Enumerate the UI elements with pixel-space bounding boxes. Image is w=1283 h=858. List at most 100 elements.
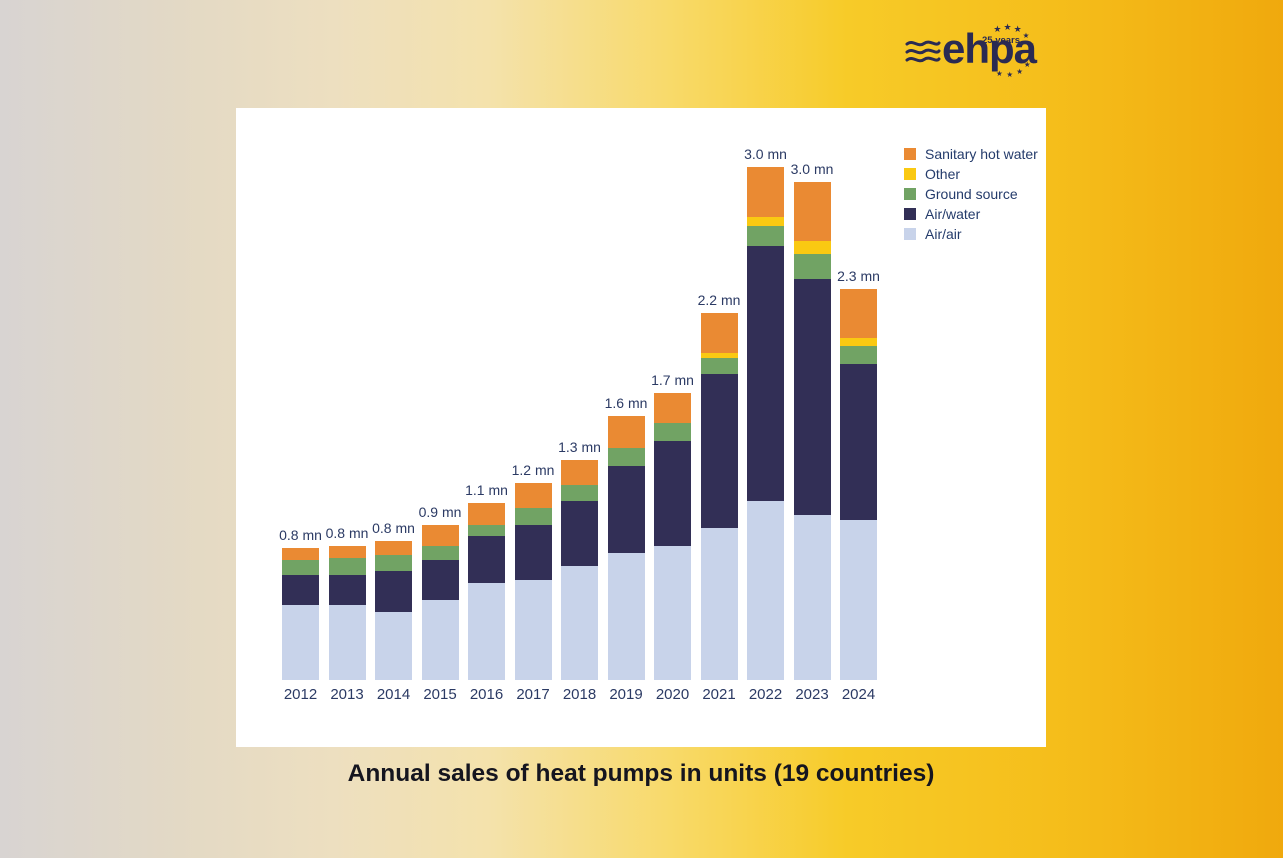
legend-swatch-icon: [904, 188, 916, 200]
bar-segment: [840, 337, 877, 346]
bar-segment: [421, 546, 459, 560]
bar-segment: [375, 571, 412, 612]
bar-total-label: 2.2 mn: [697, 291, 741, 308]
bar-segment: [514, 524, 552, 580]
eu-star-icon: ★: [996, 68, 1003, 78]
legend-swatch-icon: [904, 148, 916, 160]
bar-segment: [654, 546, 691, 680]
bar-segment: [793, 240, 831, 255]
bar-segment: [375, 611, 412, 680]
eu-star-icon: ★: [1027, 40, 1035, 50]
legend-label: Sanitary hot water: [925, 146, 1038, 162]
bar-total-label: 0.8 mn: [279, 527, 322, 544]
bar-segment: [421, 559, 459, 600]
bar-total-label: 0.9 mn: [418, 503, 462, 520]
bar-segment: [282, 604, 319, 680]
legend-item: Other: [904, 164, 1038, 184]
bar-segment: [607, 447, 645, 467]
x-axis-year-label: 2016: [469, 686, 504, 703]
bar-segment: [514, 579, 552, 680]
bar-segment: [561, 566, 598, 680]
bar-segment: [700, 374, 738, 528]
x-axis-year-label: 2024: [841, 686, 876, 703]
logo-anniversary-text: 25 years: [982, 35, 1021, 46]
eu-star-icon: ★: [1006, 70, 1014, 80]
bar-segment: [793, 182, 831, 241]
x-axis-year-label: 2021: [702, 686, 736, 703]
legend-item: Air/water: [904, 204, 1038, 224]
bar-segment: [514, 507, 552, 525]
chart-caption: Annual sales of heat pumps in units (19 …: [347, 760, 935, 787]
bar-segment: [468, 502, 505, 525]
eu-star-icon: ★: [1023, 60, 1031, 70]
waves-icon: [905, 40, 941, 63]
bar-segment: [282, 574, 319, 605]
legend-item: Air/air: [904, 224, 1038, 244]
bar-segment: [654, 441, 691, 547]
bar-segment: [561, 459, 598, 485]
bar-segment: [514, 482, 552, 508]
legend-label: Ground source: [925, 186, 1018, 202]
x-axis-year-label: 2013: [330, 686, 364, 703]
bar-total-label: 1.3 mn: [558, 438, 601, 455]
bar-segment: [468, 524, 505, 537]
bar-segment: [607, 553, 645, 680]
bar-segment: [700, 357, 738, 375]
legend-label: Air/water: [925, 206, 981, 222]
eu-star-icon: ★: [1013, 23, 1022, 34]
bar-segment: [328, 604, 366, 680]
bar-segment: [328, 558, 366, 575]
x-axis-year-label: 2023: [795, 686, 829, 703]
legend-label: Other: [925, 166, 961, 182]
bar-total-label: 1.1 mn: [465, 481, 508, 498]
eu-star-icon: ★: [1027, 50, 1035, 60]
x-axis-year-label: 2015: [423, 686, 457, 703]
stacked-bar-chart: 0.8 mn 2012 0.8 mn 2013 0.8 mn 2014 0.9 mn 2015…: [236, 108, 1046, 747]
bar-segment: [747, 167, 784, 218]
bar-segment: [840, 519, 877, 680]
bar-segment: [328, 546, 366, 559]
x-axis-year-label: 2017: [516, 686, 550, 703]
bar-segment: [700, 352, 738, 358]
x-axis-year-label: 2020: [655, 686, 690, 703]
ehpa-logo: ehpa 25 years ★ ★ ★ ★ ★ ★ ★ ★ ★ ★: [905, 22, 1040, 80]
legend-item: Sanitary hot water: [904, 144, 1038, 164]
x-axis-year-label: 2014: [376, 686, 411, 703]
bar-segment: [375, 554, 412, 572]
legend-item: Ground source: [904, 184, 1038, 204]
bar-segment: [747, 501, 784, 680]
logo-brand-text: ehpa: [942, 25, 1037, 72]
bar-segment: [700, 312, 738, 353]
bar-segment: [654, 392, 691, 423]
bar-segment: [375, 541, 412, 555]
eu-star-icon: ★: [1022, 30, 1030, 40]
legend-swatch-icon: [904, 228, 916, 240]
bar-segment: [282, 559, 319, 575]
bar-segment: [421, 599, 459, 680]
bar-segment: [561, 484, 598, 502]
bar-segment: [328, 574, 366, 605]
bar-segment: [468, 583, 505, 680]
bar-total-label: 0.8 mn: [325, 525, 369, 542]
bar-segment: [561, 501, 598, 567]
bar-total-label: 1.2 mn: [511, 461, 555, 478]
bar-segment: [421, 524, 459, 547]
bar-segment: [607, 466, 645, 554]
eu-star-icon: ★: [1003, 21, 1012, 32]
bar-total-label: 0.8 mn: [372, 520, 415, 537]
chart-card: 0.8 mn 2012 0.8 mn 2013 0.8 mn 2014 0.9 mn 2015…: [236, 108, 1046, 747]
bar-total-label: 3.0 mn: [790, 161, 834, 178]
eu-stars-arc: ★ ★ ★ ★ ★ ★ ★ ★ ★ ★: [905, 22, 1040, 80]
bar-total-label: 2.3 mn: [837, 268, 880, 285]
bar-segment: [840, 289, 877, 338]
bar-segment: [840, 346, 877, 365]
bar-segment: [747, 245, 784, 502]
chart-legend: Sanitary hot water Other Ground source Air/…: [904, 144, 1038, 244]
x-axis-year-label: 2018: [562, 686, 597, 703]
bar-total-label: 3.0 mn: [744, 146, 787, 163]
x-axis-year-label: 2019: [609, 686, 643, 703]
bar-segment: [700, 528, 738, 680]
bar-segment: [747, 217, 784, 226]
bar-total-label: 1.7 mn: [651, 371, 694, 388]
eu-star-icon: ★: [993, 23, 1002, 34]
